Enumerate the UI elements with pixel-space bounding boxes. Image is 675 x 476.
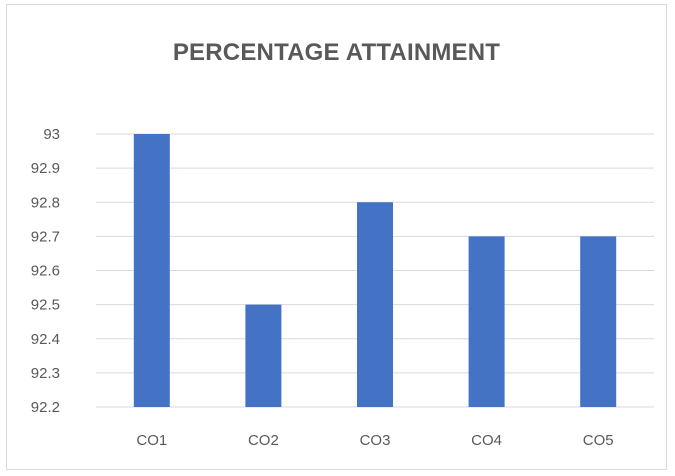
y-tick-label: 92.7 [31, 228, 60, 245]
x-tick-label: CO5 [583, 432, 614, 449]
y-tick-label: 92.5 [31, 297, 60, 314]
y-tick-label: 92.3 [31, 365, 60, 382]
chart-frame: PERCENTAGE ATTAINMENT [6, 4, 667, 470]
chart-title: PERCENTAGE ATTAINMENT [172, 39, 501, 66]
y-tick-label: 93 [43, 126, 60, 143]
x-axis-tick-labels: CO1 CO2 CO3 CO4 CO5 [136, 432, 613, 449]
y-tick-label: 92.6 [31, 263, 60, 280]
x-tick-label: CO2 [248, 432, 279, 449]
x-tick-label: CO3 [360, 432, 391, 449]
x-tick-label: CO4 [471, 432, 502, 449]
bar-co2 [245, 304, 282, 407]
bars [133, 134, 617, 407]
x-tick-label: CO1 [136, 432, 167, 449]
bar-co5 [580, 236, 617, 407]
y-tick-label: 92.9 [31, 160, 60, 177]
y-tick-label: 92.8 [31, 194, 60, 211]
y-axis-tick-labels: 92.2 92.3 92.4 92.5 92.6 92.7 92.8 92.9 93 [31, 126, 60, 416]
bar-co1 [133, 134, 170, 407]
y-tick-label: 92.2 [31, 399, 60, 416]
bar-co3 [357, 202, 393, 407]
y-tick-label: 92.4 [31, 331, 60, 348]
bar-co4 [468, 236, 505, 407]
